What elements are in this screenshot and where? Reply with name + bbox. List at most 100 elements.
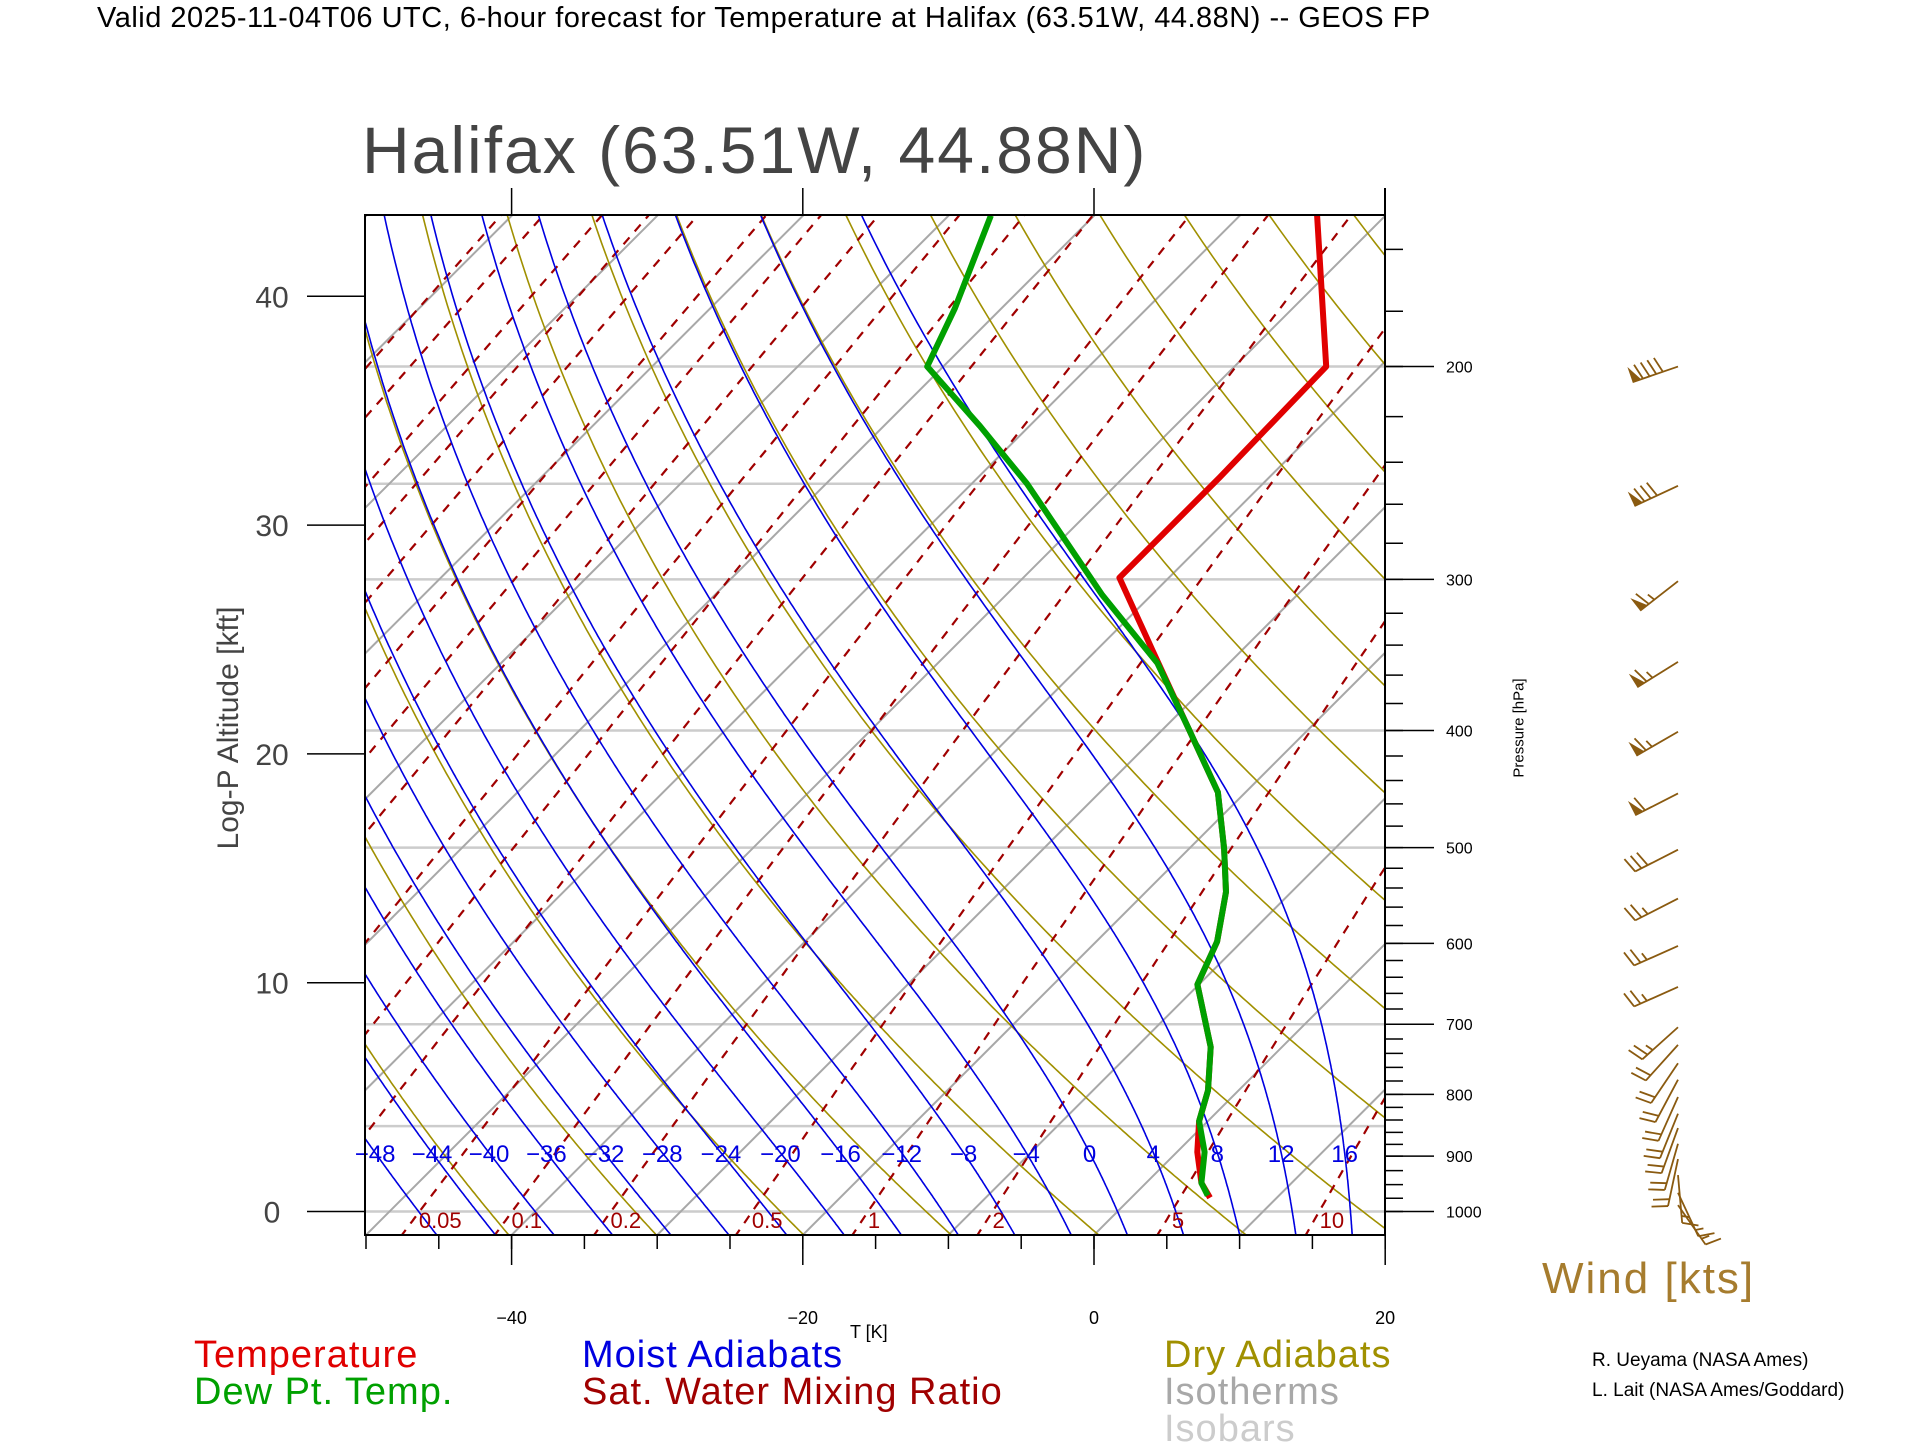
wind-barb (1628, 483, 1678, 506)
moist-adiabat-label: −36 (526, 1141, 567, 1168)
barb-full (1645, 1132, 1661, 1135)
barb-flag (1627, 367, 1641, 382)
barb-full (1637, 853, 1648, 865)
isotherm-line (0, 208, 228, 1237)
moist-adiabat-line (186, 209, 672, 1238)
barb-full (1629, 1050, 1643, 1059)
barb-full (1647, 360, 1656, 374)
moist-adiabat-label: 0 (1083, 1141, 1096, 1168)
barb-full (1646, 1149, 1662, 1151)
barb-full (1698, 1233, 1714, 1236)
barb-half (1647, 672, 1653, 678)
isotherm-line (1092, 208, 1920, 1237)
pressure-tick-label: 200 (1446, 360, 1473, 377)
isotherm-line (218, 208, 1247, 1237)
isotherm-line (655, 208, 1684, 1237)
barb-full (1647, 483, 1657, 496)
moist-adiabat-label: −8 (950, 1141, 977, 1168)
mixing-ratio-label: 0.5 (752, 1208, 783, 1233)
moist-adiabat-label: −48 (355, 1141, 396, 1168)
barb-full (1644, 1156, 1660, 1158)
moist-adiabat-label: −20 (760, 1141, 801, 1168)
mixing-ratio-label: 0.1 (512, 1208, 543, 1233)
barb-staff (1646, 1045, 1678, 1081)
isotherm-line (1674, 208, 1920, 1237)
barb-full (1648, 1189, 1664, 1190)
isotherm-line (1237, 208, 1920, 1237)
barb-full (1624, 859, 1635, 871)
barb-full (1641, 362, 1650, 376)
barb-staff (1635, 899, 1678, 921)
moist-adiabat-line (858, 209, 1352, 1238)
barb-full (1631, 905, 1642, 917)
x-tick-label: −40 (496, 1308, 527, 1328)
mixing-ratio-label: 1 (868, 1208, 880, 1233)
moist-adiabat-line (260, 209, 789, 1238)
isotherm-line (0, 208, 373, 1237)
dry-adiabat-line (0, 216, 215, 1238)
barb-full (1634, 1045, 1648, 1054)
pressure-tick-label: 900 (1446, 1149, 1473, 1166)
mixing-ratio-line (0, 216, 821, 1238)
wind-barb (1628, 793, 1678, 815)
dry-adiabat-line (1439, 216, 1920, 1238)
barb-full (1652, 1206, 1668, 1207)
moist-adiabat-line (299, 209, 846, 1238)
barb-staff (1668, 1159, 1678, 1206)
moist-adiabat-line (46, 209, 438, 1238)
barb-half (1642, 953, 1647, 959)
barb-staff (1635, 850, 1678, 872)
wind-barb (1642, 1097, 1678, 1141)
dry-adiabat-line (1100, 216, 1920, 1238)
background-lines (0, 208, 1920, 1237)
moist-adiabat-label: −4 (1013, 1141, 1040, 1168)
moist-adiabat-label: −16 (820, 1141, 861, 1168)
mixing-ratio-label: 0.05 (419, 1208, 462, 1233)
barb-full (1636, 1068, 1651, 1076)
dry-adiabat-line (1185, 216, 1920, 1238)
barb-full (1648, 1165, 1664, 1167)
barb-staff (1634, 946, 1678, 966)
dry-adiabat-line (1270, 216, 1920, 1238)
barb-full (1630, 991, 1640, 1004)
barb-staff (1640, 581, 1678, 611)
mixing-ratio-line (1464, 216, 1920, 1238)
barb-staff (1678, 1205, 1706, 1244)
barb-half (1642, 908, 1647, 914)
x-tick-label: 0 (1089, 1308, 1099, 1328)
moist-adiabat-label: 12 (1268, 1141, 1295, 1168)
isotherm-line (0, 208, 665, 1237)
moist-adiabat-label: −40 (469, 1141, 510, 1168)
pressure-tick-label: 800 (1446, 1087, 1473, 1104)
moist-adiabat-line (115, 209, 555, 1238)
y-tick-label: 40 (255, 281, 288, 314)
barb-full (1645, 1171, 1661, 1173)
barb-full (1624, 952, 1634, 965)
barb-half (1695, 1228, 1703, 1230)
mixing-ratio-line (35, 216, 878, 1238)
dry-adiabat-line (677, 216, 1544, 1238)
y-tick-label: 20 (255, 739, 288, 772)
mixing-ratio-line (0, 216, 602, 1238)
moist-adiabat-line (480, 209, 1072, 1238)
moist-adiabat-line (223, 209, 731, 1238)
mixing-ratio-line (205, 216, 1024, 1238)
pressure-tick-label: 700 (1446, 1017, 1473, 1034)
moist-adiabat-label: 8 (1211, 1141, 1224, 1168)
moist-adiabat-line (673, 209, 1240, 1238)
mixing-ratio-label: 10 (1320, 1208, 1344, 1233)
barb-full (1631, 1073, 1646, 1081)
barb-flag (1629, 674, 1645, 688)
dry-adiabat-line (423, 216, 1101, 1238)
barb-full (1624, 908, 1635, 920)
dry-adiabat-line (1524, 216, 1920, 1238)
barb-half (1648, 595, 1655, 600)
barb-full (1653, 1199, 1669, 1200)
mixing-ratio-line (0, 216, 543, 1238)
moist-adiabat-label: −12 (881, 1141, 922, 1168)
barb-full (1643, 1112, 1659, 1116)
barb-full (1706, 1239, 1721, 1245)
barb-full (1624, 993, 1634, 1006)
moist-adiabat-label: −32 (584, 1141, 625, 1168)
